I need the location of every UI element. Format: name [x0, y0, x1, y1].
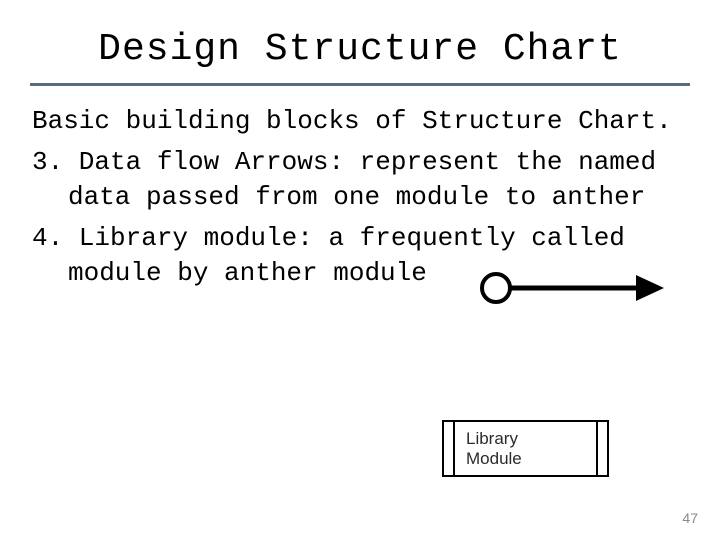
title-rule — [30, 83, 690, 86]
item-3: 3. Data flow Arrows: represent the named… — [32, 145, 688, 215]
library-label-line1: Library — [466, 429, 518, 448]
library-label-line2: Module — [466, 449, 522, 468]
library-box-left-bar — [453, 422, 455, 475]
library-module-label: Library Module — [444, 429, 522, 468]
data-flow-arrow-icon — [478, 268, 668, 313]
page-number: 47 — [682, 510, 698, 526]
slide: Design Structure Chart Basic building bl… — [0, 0, 720, 540]
slide-title: Design Structure Chart — [30, 28, 690, 71]
body-text: Basic building blocks of Structure Chart… — [32, 104, 688, 291]
library-box-right-bar — [596, 422, 598, 475]
intro-text: Basic building blocks of Structure Chart… — [32, 104, 688, 139]
library-module-icon: Library Module — [442, 420, 609, 477]
